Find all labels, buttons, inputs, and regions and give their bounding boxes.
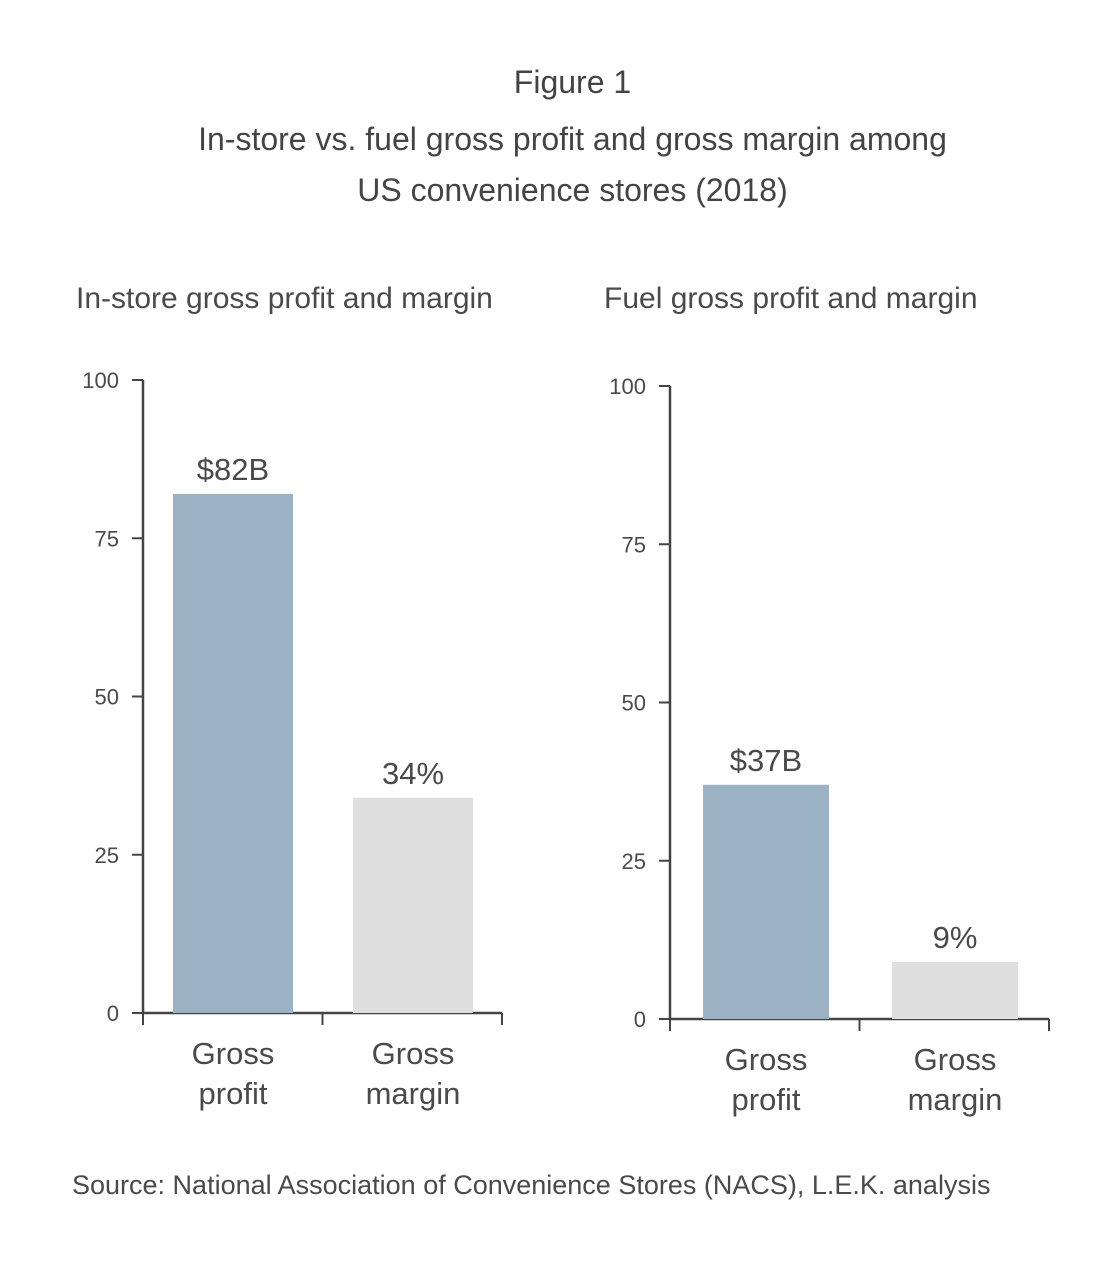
source-note: Source: National Association of Convenie… (72, 1170, 991, 1200)
fuel-category-label: Gross (725, 1042, 808, 1077)
fuel-y-tick-label: 50 (622, 691, 646, 716)
figure-title: In-store vs. fuel gross profit and gross… (0, 114, 1105, 216)
fuel-y-tick-label: 0 (634, 1007, 646, 1032)
in-store-y-tick-label: 0 (107, 1001, 119, 1026)
in-store-chart-title: In-store gross profit and margin (76, 282, 493, 315)
in-store-category-label: margin (366, 1076, 461, 1111)
in-store-category-label: Gross (192, 1036, 275, 1071)
in-store-data-label: $82B (197, 452, 269, 487)
in-store-y-tick-label: 100 (82, 368, 119, 393)
figure-title-line-2: US convenience stores (2018) (357, 172, 788, 208)
figure-label: Figure 1 (513, 64, 632, 100)
in-store-bar-gross-profit (173, 493, 293, 1013)
figure-title-line-1: In-store vs. fuel gross profit and gross… (198, 121, 947, 157)
in-store-data-label: 34% (382, 756, 444, 791)
in-store-y-tick-label: 75 (95, 526, 119, 551)
in-store-y-tick-label: 50 (95, 685, 119, 710)
fuel-data-label: $37B (730, 743, 802, 778)
fuel-bar-gross-margin (892, 962, 1018, 1019)
fuel-category-label: margin (908, 1082, 1003, 1117)
in-store-category-label: Gross (372, 1036, 455, 1071)
fuel-category-label: Gross (914, 1042, 997, 1077)
fuel-category-label: profit (732, 1082, 801, 1117)
in-store-bar-gross-margin (353, 797, 473, 1013)
fuel-y-tick-label: 25 (622, 849, 646, 874)
fuel-bar-chart: 0 25 50 75 100 $37B Gross profit 9% Gross margin (609, 374, 1050, 1117)
fuel-bar-gross-profit (703, 784, 829, 1019)
in-store-y-tick-label: 25 (95, 843, 119, 868)
fuel-chart-title: Fuel gross profit and margin (604, 282, 978, 315)
fuel-y-tick-label: 100 (609, 374, 646, 399)
in-store-category-label: profit (199, 1076, 268, 1111)
fuel-y-tick-label: 75 (622, 532, 646, 557)
in-store-bar-chart: 0 25 50 75 100 $82B Gross profit 34% Gross margin (82, 368, 503, 1111)
fuel-data-label: 9% (933, 920, 978, 955)
